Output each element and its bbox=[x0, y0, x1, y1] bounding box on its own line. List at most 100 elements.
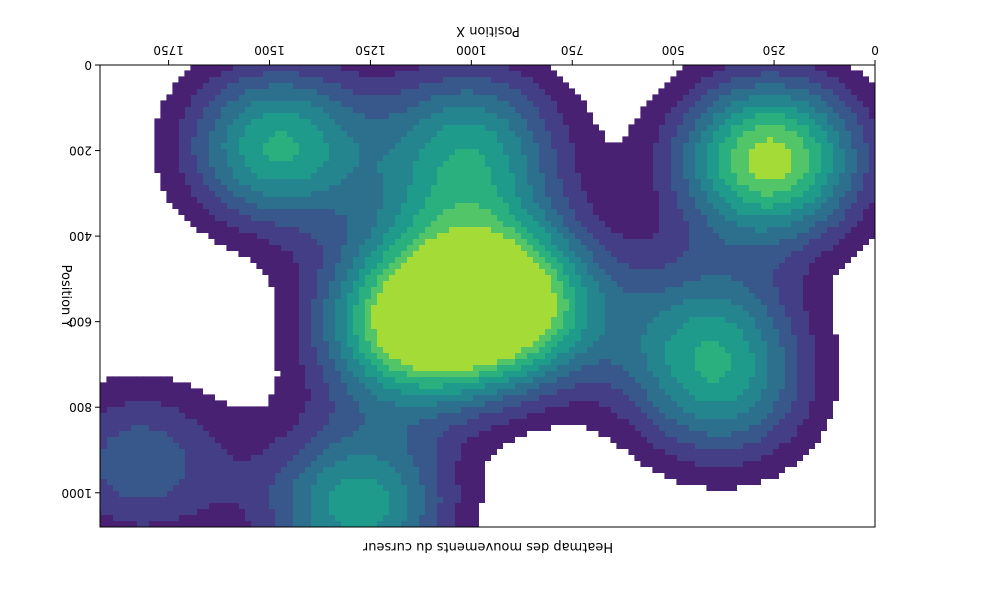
heatmap-cell bbox=[586, 250, 593, 257]
heatmap-cell bbox=[802, 88, 809, 95]
heatmap-cell bbox=[778, 202, 785, 209]
heatmap-cell bbox=[814, 328, 821, 335]
heatmap-cell bbox=[472, 256, 479, 263]
heatmap-cell bbox=[448, 304, 455, 311]
heatmap-cell bbox=[418, 268, 425, 275]
heatmap-cell bbox=[484, 160, 491, 167]
heatmap-cell bbox=[466, 214, 473, 221]
heatmap-cell bbox=[616, 376, 623, 383]
heatmap-cell bbox=[802, 65, 809, 71]
heatmap-cell bbox=[730, 70, 737, 77]
heatmap-cell bbox=[676, 106, 683, 113]
heatmap-cell bbox=[448, 466, 455, 473]
heatmap-cell bbox=[568, 256, 575, 263]
heatmap-cell bbox=[706, 274, 713, 281]
heatmap-cell bbox=[502, 316, 509, 323]
heatmap-cell bbox=[730, 304, 737, 311]
heatmap-cell bbox=[466, 196, 473, 203]
heatmap-cell bbox=[754, 160, 761, 167]
heatmap-cell bbox=[568, 370, 575, 377]
heatmap-cell bbox=[508, 328, 515, 335]
heatmap-cell bbox=[670, 454, 677, 461]
heatmap-cell bbox=[400, 304, 407, 311]
heatmap-cell bbox=[742, 136, 749, 143]
heatmap-cell bbox=[502, 196, 509, 203]
heatmap-cell bbox=[712, 208, 719, 215]
heatmap-cell bbox=[448, 148, 455, 155]
heatmap-cell bbox=[592, 280, 599, 287]
heatmap-cell bbox=[490, 298, 497, 305]
heatmap-cell bbox=[688, 244, 695, 251]
heatmap-cell bbox=[706, 65, 713, 71]
heatmap-cell bbox=[526, 220, 533, 227]
heatmap-cell bbox=[838, 232, 845, 239]
heatmap-cell bbox=[706, 70, 713, 77]
heatmap-cell bbox=[808, 304, 815, 311]
heatmap-cell bbox=[400, 154, 407, 161]
heatmap-cell bbox=[556, 208, 563, 215]
heatmap-cell bbox=[670, 88, 677, 95]
heatmap-cell bbox=[748, 298, 755, 305]
heatmap-cell bbox=[412, 412, 419, 419]
heatmap-cell bbox=[490, 118, 497, 125]
heatmap-cell bbox=[808, 280, 815, 287]
heatmap-cell bbox=[592, 214, 599, 221]
heatmap-cell bbox=[718, 202, 725, 209]
heatmap-cell bbox=[466, 160, 473, 167]
heatmap-cell bbox=[520, 65, 527, 71]
heatmap-cell bbox=[496, 208, 503, 215]
heatmap-cell bbox=[586, 424, 593, 431]
heatmap-cell bbox=[604, 190, 611, 197]
heatmap-cell bbox=[442, 160, 449, 167]
heatmap-cell bbox=[400, 436, 407, 443]
heatmap-cell bbox=[406, 334, 413, 341]
heatmap-cell bbox=[706, 154, 713, 161]
heatmap-cell bbox=[802, 160, 809, 167]
heatmap-cell bbox=[460, 442, 467, 449]
heatmap-cell bbox=[610, 244, 617, 251]
heatmap-cell bbox=[490, 436, 497, 443]
heatmap-cell bbox=[424, 268, 431, 275]
heatmap-cell bbox=[484, 190, 491, 197]
heatmap-cell bbox=[526, 196, 533, 203]
heatmap-cell bbox=[448, 490, 455, 497]
heatmap-cell bbox=[478, 340, 485, 347]
heatmap-cell bbox=[538, 124, 545, 131]
heatmap-cell bbox=[436, 502, 443, 509]
heatmap-cell bbox=[514, 364, 521, 371]
heatmap-cell bbox=[694, 112, 701, 119]
heatmap-cell bbox=[658, 232, 665, 239]
heatmap-cell bbox=[640, 232, 647, 239]
heatmap-cell bbox=[652, 94, 659, 101]
heatmap-cell bbox=[814, 394, 821, 401]
heatmap-cell bbox=[430, 244, 437, 251]
heatmap-cell bbox=[856, 88, 863, 95]
heatmap-cell bbox=[820, 160, 827, 167]
heatmap-cell bbox=[760, 65, 767, 71]
heatmap-cell bbox=[838, 82, 845, 89]
heatmap-cell bbox=[634, 448, 641, 455]
heatmap-cell bbox=[712, 274, 719, 281]
heatmap-cell bbox=[694, 292, 701, 299]
heatmap-cell bbox=[400, 406, 407, 413]
heatmap-cell bbox=[604, 418, 611, 425]
heatmap-cell bbox=[688, 190, 695, 197]
heatmap-cell bbox=[766, 100, 773, 107]
heatmap-cell bbox=[502, 130, 509, 137]
heatmap-cell bbox=[706, 346, 713, 353]
heatmap-cell bbox=[850, 82, 857, 89]
heatmap-cell bbox=[622, 310, 629, 317]
heatmap-cell bbox=[670, 94, 677, 101]
heatmap-cell bbox=[700, 436, 707, 443]
heatmap-cell bbox=[580, 226, 587, 233]
heatmap-cell bbox=[520, 148, 527, 155]
heatmap-cell bbox=[568, 172, 575, 179]
heatmap-cell bbox=[742, 274, 749, 281]
heatmap-cell bbox=[706, 286, 713, 293]
heatmap-cell bbox=[790, 412, 797, 419]
heatmap-cell bbox=[688, 106, 695, 113]
heatmap-cell bbox=[754, 208, 761, 215]
heatmap-cell bbox=[736, 124, 743, 131]
heatmap-cell bbox=[766, 292, 773, 299]
heatmap-cell bbox=[580, 286, 587, 293]
